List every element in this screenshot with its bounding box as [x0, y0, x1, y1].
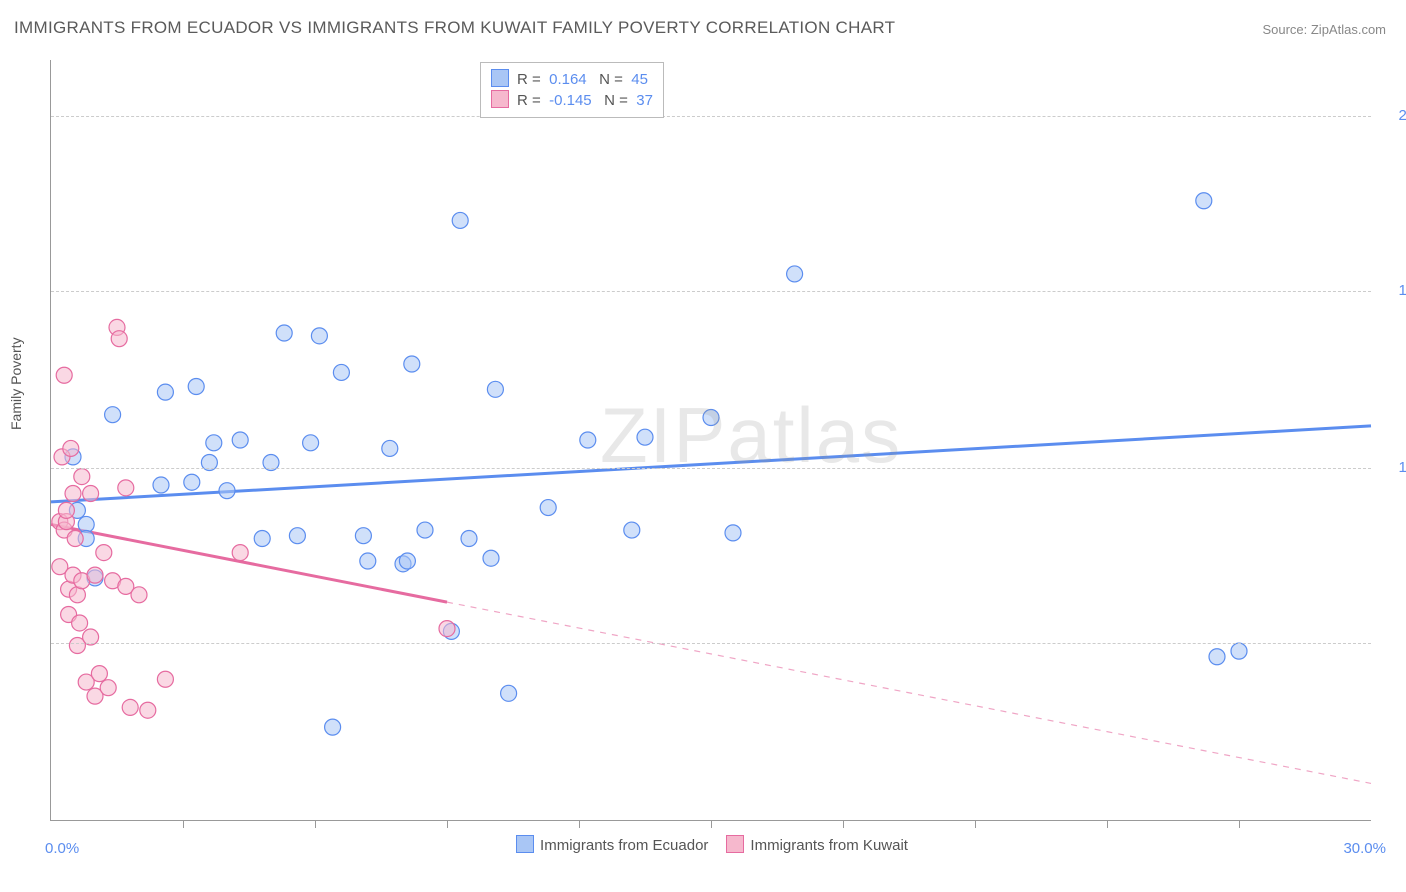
y-tick-label: 25.0% — [1381, 107, 1406, 124]
plot-area: 6.3%12.5%18.8%25.0% — [50, 60, 1371, 821]
y-tick-label: 6.3% — [1381, 634, 1406, 651]
x-axis-min-label: 0.0% — [45, 840, 79, 857]
y-tick-label: 12.5% — [1381, 459, 1406, 476]
gridline-h — [51, 468, 1371, 469]
x-tick — [1107, 820, 1108, 828]
y-tick-label: 18.8% — [1381, 282, 1406, 299]
legend-swatch — [516, 835, 534, 853]
legend-label: Immigrants from Ecuador — [540, 837, 708, 854]
x-tick — [1239, 820, 1240, 828]
gridline-h — [51, 643, 1371, 644]
gridline-h — [51, 291, 1371, 292]
source-credit: Source: ZipAtlas.com — [1262, 22, 1386, 37]
legend-swatch — [491, 90, 509, 108]
correlation-stat-box: R = 0.164 N = 45 R = -0.145 N = 37 — [480, 62, 664, 118]
legend-swatch — [726, 835, 744, 853]
x-axis-max-label: 30.0% — [1343, 840, 1386, 857]
stat-row: R = -0.145 N = 37 — [491, 90, 653, 109]
stat-row: R = 0.164 N = 45 — [491, 69, 653, 88]
legend-label: Immigrants from Kuwait — [750, 837, 908, 854]
legend-bottom: Immigrants from Ecuador Immigrants from K… — [0, 835, 1406, 854]
x-tick — [579, 820, 580, 828]
y-axis-label: Family Poverty — [8, 337, 24, 430]
x-tick — [843, 820, 844, 828]
x-tick — [315, 820, 316, 828]
legend-swatch — [491, 69, 509, 87]
x-tick — [711, 820, 712, 828]
chart-title: IMMIGRANTS FROM ECUADOR VS IMMIGRANTS FR… — [14, 18, 895, 38]
gridline-h — [51, 116, 1371, 117]
x-tick — [447, 820, 448, 828]
chart-svg — [51, 60, 1371, 820]
x-tick — [975, 820, 976, 828]
x-tick — [183, 820, 184, 828]
